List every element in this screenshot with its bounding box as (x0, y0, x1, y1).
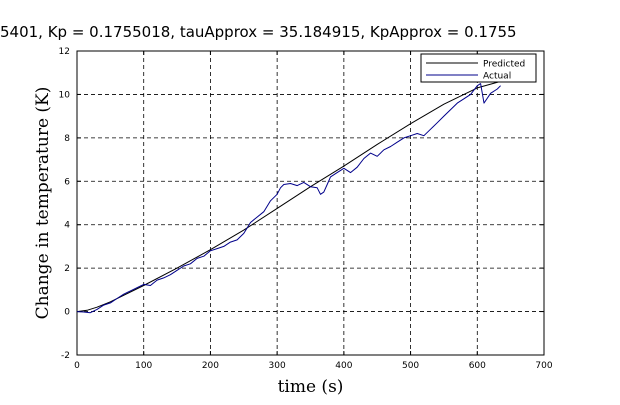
x-tick-label: 0 (74, 361, 80, 371)
x-axis-title: time (s) (278, 377, 344, 397)
x-tick-label: 200 (202, 361, 219, 371)
legend: Predicted Actual (420, 53, 537, 83)
legend-label-actual: Actual (483, 72, 511, 82)
y-tick-label: 10 (59, 90, 71, 100)
y-tick-label: 0 (64, 308, 70, 318)
legend-label-predicted: Predicted (483, 60, 525, 70)
x-tick-label: 300 (269, 361, 286, 371)
x-tick-label: 400 (335, 361, 352, 371)
series-lines (76, 80, 501, 314)
y-tick-label: -2 (61, 351, 70, 361)
x-tick-label: 100 (135, 361, 152, 371)
y-tick-label: 4 (64, 221, 70, 231)
y-tick-label: 12 (59, 47, 70, 57)
chart-title: 5401, Kp = 0.1755018, tauApprox = 35.184… (0, 23, 517, 41)
y-tick-label: 2 (64, 264, 70, 274)
series-line-actual (76, 83, 501, 314)
series-line-predicted (76, 80, 501, 313)
plot-area (76, 50, 545, 356)
y-tick-label: 8 (64, 134, 70, 144)
x-tick-label: 600 (469, 361, 486, 371)
x-tick-label: 500 (402, 361, 419, 371)
y-tick-label: 6 (64, 177, 70, 187)
grid-lines (77, 51, 544, 355)
x-tick-label: 700 (535, 361, 552, 371)
axis-ticks: 0 100 200 300 400 500 600 700 -2 0 2 4 6 8 10 12 (59, 47, 553, 371)
legend-box (420, 53, 537, 83)
y-axis-title: Change in temperature (K) (33, 87, 53, 320)
